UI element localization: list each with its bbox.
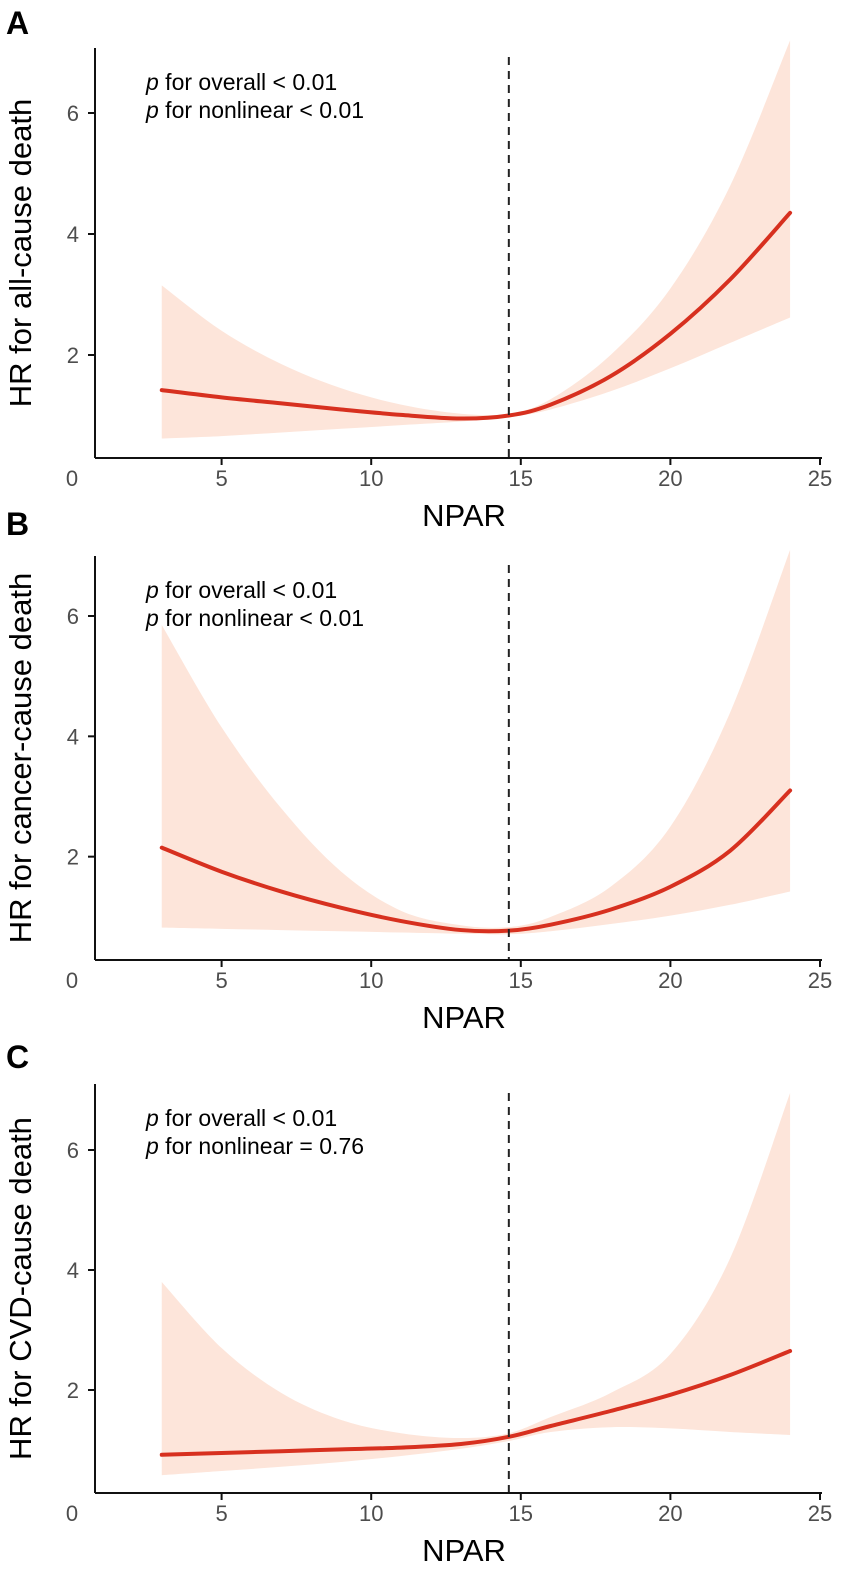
x-axis-label: NPAR: [422, 498, 506, 533]
hr-line: [159, 210, 793, 421]
y-tick-label: 2: [67, 845, 79, 870]
panel-a: 0 5 10 15 20 25 2 4 6 NPAR HR for all-cause death A…: [3, 5, 832, 533]
x-tick-label: 25: [808, 466, 832, 491]
x-tick-label: 10: [359, 968, 383, 993]
panel-letter: B: [6, 506, 29, 542]
x-tick-label: 10: [359, 466, 383, 491]
p-value-annotation: p for nonlinear < 0.01: [145, 605, 364, 631]
y-tick-label: 2: [67, 1378, 79, 1403]
x-tick-label: 5: [215, 1501, 227, 1526]
x-tick-label: 5: [215, 466, 227, 491]
p-value-annotation: p for nonlinear < 0.01: [145, 97, 364, 123]
y-tick-label: 2: [67, 343, 79, 368]
ci-band: [161, 549, 791, 935]
x-tick-label: 0: [66, 968, 78, 993]
y-tick-label: 6: [67, 101, 79, 126]
y-axis-label: HR for all-cause death: [3, 99, 38, 407]
x-tick-label: 15: [509, 968, 533, 993]
ci-band: [161, 40, 791, 439]
hr-line: [159, 788, 793, 934]
x-tick-label: 5: [215, 968, 227, 993]
x-tick-label: 15: [509, 466, 533, 491]
x-tick-label: 20: [658, 466, 682, 491]
x-tick-label: 25: [808, 968, 832, 993]
p-value-annotation: p for overall < 0.01: [145, 69, 337, 95]
x-axis-label: NPAR: [422, 1000, 506, 1035]
y-axis-label: HR for CVD-cause death: [3, 1117, 38, 1460]
panel-letter: A: [6, 5, 29, 41]
y-tick-label: 6: [67, 1138, 79, 1163]
panel-c: 0 5 10 15 20 25 2 4 6 NPAR HR for CVD-cause death C…: [3, 1039, 832, 1568]
x-tick-label: 15: [509, 1501, 533, 1526]
y-tick-label: 6: [67, 604, 79, 629]
x-axis-label: NPAR: [422, 1533, 506, 1568]
y-tick-label: 4: [67, 222, 79, 247]
x-tick-label: 10: [359, 1501, 383, 1526]
p-value-annotation: p for nonlinear = 0.76: [145, 1133, 364, 1159]
y-tick-label: 4: [67, 1258, 79, 1283]
ci-band: [161, 1093, 791, 1476]
p-value-annotation: p for overall < 0.01: [145, 1105, 337, 1131]
x-tick-label: 0: [66, 466, 78, 491]
x-tick-label: 20: [658, 1501, 682, 1526]
x-tick-label: 20: [658, 968, 682, 993]
y-axis-label: HR for cancer-cause death: [3, 573, 38, 943]
y-tick-label: 4: [67, 724, 79, 749]
x-tick-label: 0: [66, 1501, 78, 1526]
panel-letter: C: [6, 1039, 29, 1075]
hr-line: [159, 1349, 793, 1457]
p-value-annotation: p for overall < 0.01: [145, 577, 337, 603]
panel-b: 0 5 10 15 20 25 2 4 6 NPAR HR for cancer-cause dea…: [3, 506, 832, 1035]
x-tick-label: 25: [808, 1501, 832, 1526]
